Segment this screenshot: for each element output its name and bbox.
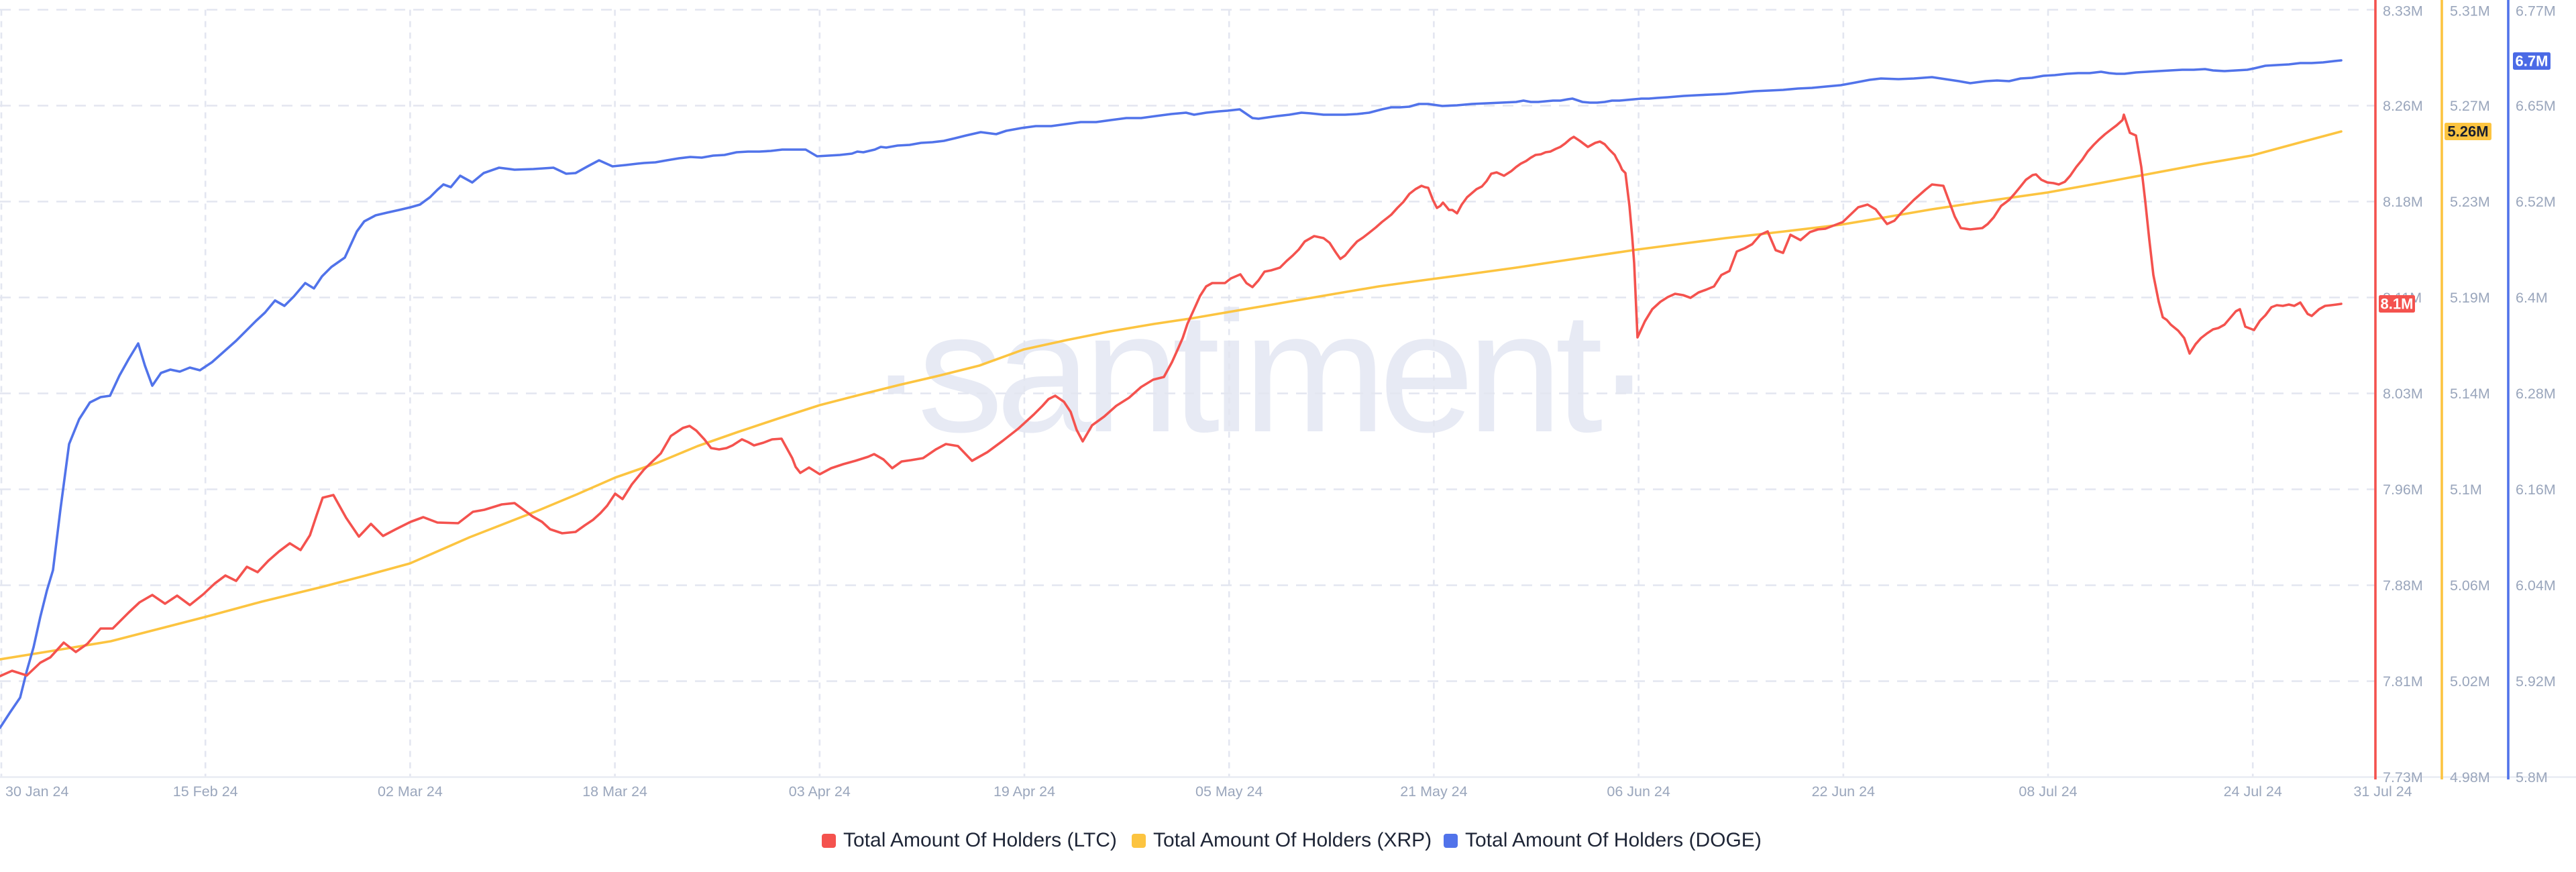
svg-text:5.23M: 5.23M — [2450, 194, 2490, 210]
svg-text:7.81M: 7.81M — [2383, 673, 2423, 690]
svg-text:6.04M: 6.04M — [2516, 578, 2556, 594]
svg-text:03 Apr 24: 03 Apr 24 — [789, 783, 851, 800]
svg-text:5.19M: 5.19M — [2450, 290, 2490, 306]
svg-text:5.02M: 5.02M — [2450, 673, 2490, 690]
svg-text:6.65M: 6.65M — [2516, 98, 2556, 114]
svg-text:8.18M: 8.18M — [2383, 194, 2423, 210]
svg-text:5.27M: 5.27M — [2450, 98, 2490, 114]
svg-text:6.7M: 6.7M — [2516, 53, 2548, 70]
svg-text:7.88M: 7.88M — [2383, 578, 2423, 594]
svg-text:8.1M: 8.1M — [2381, 296, 2414, 313]
svg-text:7.73M: 7.73M — [2383, 769, 2423, 785]
svg-text:18 Mar 24: 18 Mar 24 — [582, 783, 647, 800]
svg-text:24 Jul 24: 24 Jul 24 — [2224, 783, 2282, 800]
svg-text:6.4M: 6.4M — [2516, 290, 2548, 306]
svg-text:21 May 24: 21 May 24 — [1400, 783, 1467, 800]
svg-text:5.92M: 5.92M — [2516, 673, 2556, 690]
svg-text:02 Mar 24: 02 Mar 24 — [378, 783, 443, 800]
svg-text:5.14M: 5.14M — [2450, 386, 2490, 402]
svg-text:Total Amount Of Holders (DOGE): Total Amount Of Holders (DOGE) — [1465, 829, 1762, 851]
svg-text:8.26M: 8.26M — [2383, 98, 2423, 114]
svg-text:5.8M: 5.8M — [2516, 769, 2548, 785]
svg-text:31 Jul 24: 31 Jul 24 — [2353, 783, 2412, 800]
svg-text:8.03M: 8.03M — [2383, 386, 2423, 402]
svg-text:7.96M: 7.96M — [2383, 482, 2423, 498]
svg-text:Total Amount Of Holders (XRP): Total Amount Of Holders (XRP) — [1153, 829, 1432, 851]
svg-text:6.28M: 6.28M — [2516, 386, 2556, 402]
svg-text:5.06M: 5.06M — [2450, 578, 2490, 594]
svg-text:8.33M: 8.33M — [2383, 3, 2423, 19]
svg-text:22 Jun 24: 22 Jun 24 — [1812, 783, 1875, 800]
svg-text:4.98M: 4.98M — [2450, 769, 2490, 785]
svg-text:5.31M: 5.31M — [2450, 3, 2490, 19]
svg-text:08 Jul 24: 08 Jul 24 — [2019, 783, 2077, 800]
svg-text:6.77M: 6.77M — [2516, 3, 2556, 19]
svg-text:6.52M: 6.52M — [2516, 194, 2556, 210]
svg-text:·santiment·: ·santiment· — [867, 276, 1645, 468]
svg-text:15 Feb 24: 15 Feb 24 — [173, 783, 238, 800]
svg-text:19 Apr 24: 19 Apr 24 — [994, 783, 1055, 800]
svg-text:05 May 24: 05 May 24 — [1195, 783, 1263, 800]
svg-text:06 Jun 24: 06 Jun 24 — [1607, 783, 1670, 800]
svg-text:30 Jan 24: 30 Jan 24 — [5, 783, 68, 800]
svg-text:6.16M: 6.16M — [2516, 482, 2556, 498]
svg-text:5.1M: 5.1M — [2450, 482, 2482, 498]
svg-text:Total Amount Of Holders (LTC): Total Amount Of Holders (LTC) — [843, 829, 1117, 851]
svg-text:5.26M: 5.26M — [2447, 123, 2488, 140]
